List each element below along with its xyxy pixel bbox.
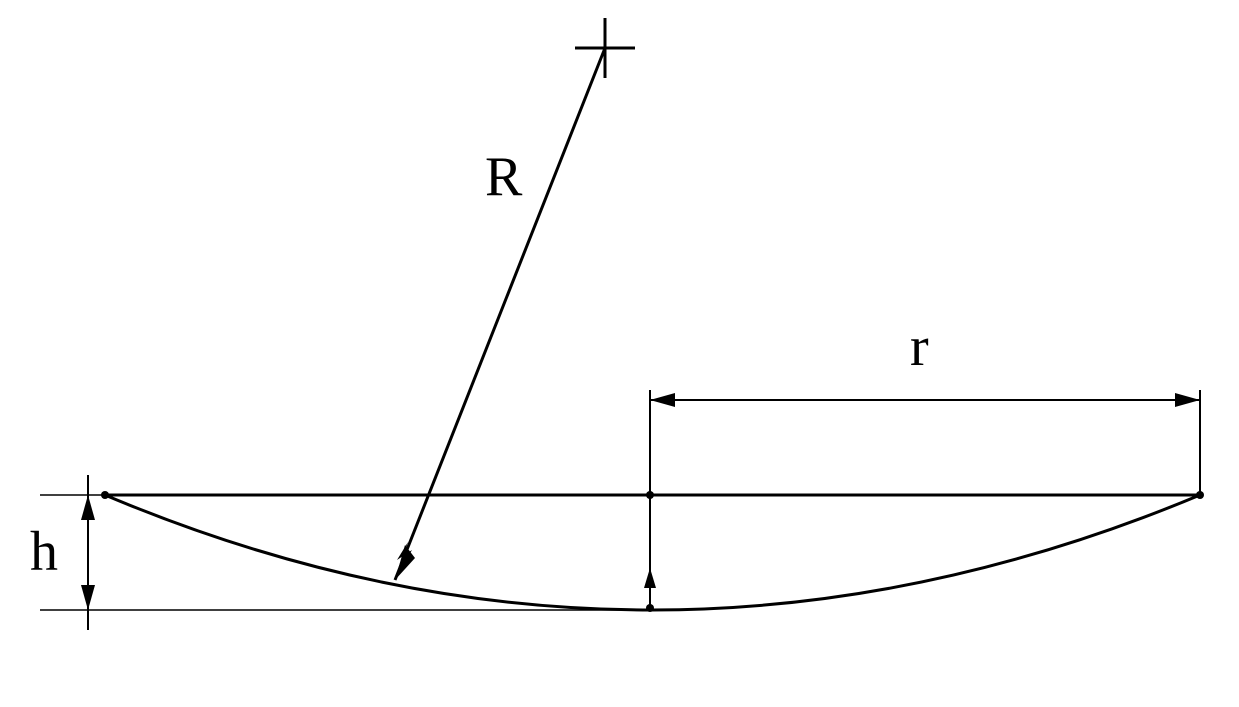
label-h: h — [30, 520, 58, 584]
label-r: r — [910, 315, 929, 379]
h-arrow-bottom — [81, 585, 95, 610]
center-arrow-up — [644, 568, 656, 588]
label-R: R — [485, 145, 522, 209]
arc-bottom-point — [646, 604, 654, 612]
h-arrow-top — [81, 495, 95, 520]
r-arrow-left — [650, 393, 675, 407]
radius-arrow-2 — [395, 545, 415, 580]
diagram-container: R r h — [0, 0, 1239, 702]
r-arrow-right — [1175, 393, 1200, 407]
radius-line — [395, 48, 605, 580]
arc-curve — [105, 495, 1200, 610]
diagram-svg — [0, 0, 1239, 702]
